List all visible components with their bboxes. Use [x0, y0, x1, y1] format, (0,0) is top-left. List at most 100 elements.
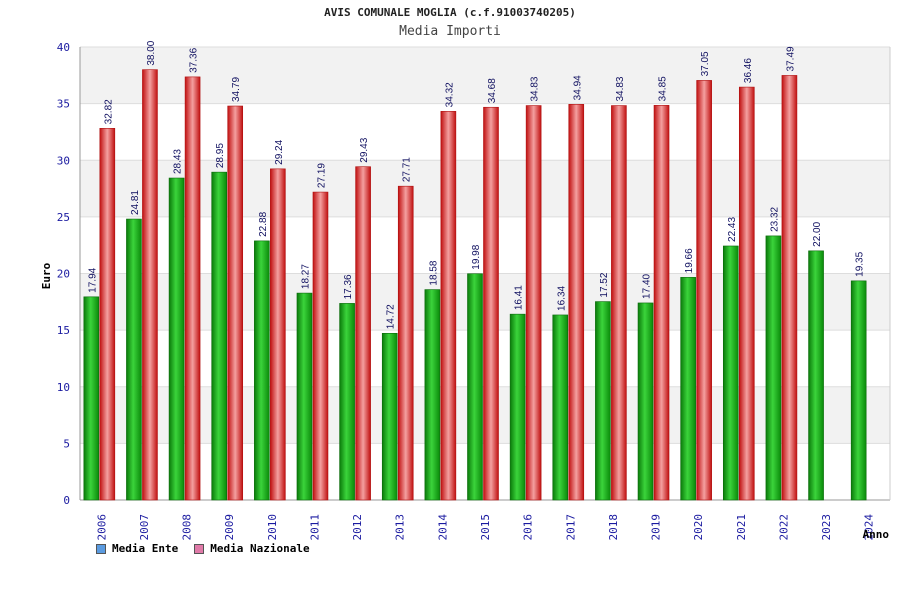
- bar-media-nazionale: [653, 105, 670, 501]
- y-tick-label: 10: [57, 381, 70, 394]
- bar-media-nazionale: [355, 166, 371, 501]
- bar-media-ente: [296, 292, 313, 501]
- data-label: 14.72: [386, 304, 397, 329]
- y-tick-label: 5: [63, 437, 70, 450]
- data-label: 29.43: [359, 137, 370, 162]
- data-label: 24.81: [130, 190, 141, 215]
- data-label: 16.41: [514, 285, 525, 310]
- y-tick-label: 25: [57, 211, 70, 224]
- data-label: 34.32: [444, 82, 455, 107]
- data-label: 28.43: [173, 149, 184, 174]
- x-tick-label: 2014: [436, 514, 449, 541]
- data-label: 32.82: [103, 99, 114, 124]
- bar-media-nazionale: [270, 168, 286, 501]
- data-label: 18.58: [428, 260, 439, 285]
- x-tick-label: 2012: [351, 514, 364, 541]
- x-tick-label: 2016: [522, 514, 535, 541]
- data-label: 38.00: [146, 40, 157, 65]
- y-tick-label: 30: [57, 154, 70, 167]
- bar-media-ente: [637, 302, 654, 501]
- legend-label-ente: Media Ente: [112, 542, 179, 555]
- x-tick-label: 2013: [394, 514, 407, 541]
- bar-media-ente: [808, 250, 824, 501]
- bar-media-nazionale: [312, 191, 329, 501]
- x-tick-label: 2024: [863, 514, 876, 541]
- data-label: 37.36: [189, 47, 200, 72]
- bar-media-ente: [126, 218, 142, 501]
- data-label: 18.27: [300, 264, 311, 289]
- chart-subtitle: Media Importi: [399, 24, 501, 39]
- x-tick-label: 2010: [266, 514, 279, 541]
- y-tick-label: 35: [57, 98, 70, 111]
- y-tick-label: 15: [57, 324, 70, 337]
- data-label: 23.32: [769, 206, 780, 231]
- x-tick-label: 2006: [95, 514, 108, 541]
- x-tick-label: 2020: [692, 514, 705, 541]
- bar-media-nazionale: [440, 111, 457, 501]
- chart-legend: Media Ente Media Nazionale: [96, 542, 310, 555]
- legend-label-nazionale: Media Nazionale: [210, 542, 310, 555]
- x-tick-label: 2007: [138, 514, 151, 541]
- data-label: 27.19: [316, 163, 327, 188]
- grid-band: [80, 47, 890, 104]
- data-label: 34.79: [231, 77, 242, 102]
- data-label: 22.88: [258, 211, 269, 236]
- data-label: 34.68: [487, 78, 498, 103]
- data-label: 34.85: [658, 76, 669, 101]
- data-label: 17.94: [87, 267, 98, 292]
- x-tick-label: 2017: [564, 514, 577, 541]
- data-label: 34.94: [572, 75, 583, 100]
- bar-media-ente: [509, 313, 526, 501]
- bar-media-nazionale: [525, 105, 542, 501]
- bar-media-nazionale: [142, 69, 158, 501]
- data-label: 16.34: [556, 285, 567, 310]
- x-axis-label: Anno: [863, 528, 890, 541]
- data-label: 19.98: [471, 244, 482, 269]
- bar-media-ente: [339, 303, 355, 501]
- bar-media-nazionale: [397, 185, 414, 501]
- legend-item-nazionale: Media Nazionale: [194, 542, 310, 555]
- x-tick-label: 2022: [777, 514, 790, 541]
- data-label: 37.49: [785, 46, 796, 71]
- bar-media-ente: [211, 171, 228, 501]
- bar-media-ente: [680, 277, 696, 501]
- data-label: 17.40: [642, 273, 653, 298]
- legend-item-ente: Media Ente: [96, 542, 178, 555]
- data-label: 17.52: [599, 272, 610, 297]
- y-tick-label: 0: [63, 494, 70, 507]
- bar-media-ente: [168, 177, 185, 501]
- x-tick-label: 2019: [650, 514, 663, 541]
- data-label: 28.95: [215, 143, 226, 168]
- x-tick-label: 2009: [223, 514, 236, 541]
- bar-media-ente: [765, 235, 782, 501]
- legend-swatch-ente: [96, 543, 106, 554]
- bar-media-ente: [722, 245, 739, 501]
- x-tick-label: 2015: [479, 514, 492, 541]
- x-tick-label: 2018: [607, 514, 620, 541]
- bar-media-ente: [850, 280, 867, 501]
- bar-media-nazionale: [696, 80, 712, 501]
- data-label: 19.66: [684, 248, 695, 273]
- data-label: 27.71: [402, 157, 413, 182]
- bar-media-ente: [424, 289, 441, 501]
- bar-media-nazionale: [483, 106, 499, 501]
- bar-media-nazionale: [738, 86, 755, 501]
- bar-media-ente: [83, 296, 100, 501]
- data-label: 19.35: [855, 251, 866, 276]
- data-label: 22.00: [812, 221, 823, 246]
- chart-title: AVIS COMUNALE MOGLIA (c.f.91003740205): [324, 6, 576, 19]
- data-label: 29.24: [274, 139, 285, 164]
- x-tick-label: 2023: [820, 514, 833, 541]
- data-label: 34.83: [530, 76, 541, 101]
- y-tick-label: 20: [57, 268, 70, 281]
- data-label: 17.36: [343, 274, 354, 299]
- y-axis-label: Euro: [40, 262, 53, 289]
- bar-media-nazionale: [568, 104, 585, 501]
- bar-media-nazionale: [611, 105, 627, 501]
- data-label: 22.43: [727, 217, 738, 242]
- bar-media-nazionale: [99, 128, 116, 501]
- bar-media-ente: [595, 301, 611, 501]
- y-tick-label: 40: [57, 41, 70, 54]
- data-label: 37.05: [700, 51, 711, 76]
- x-tick-label: 2011: [308, 514, 321, 541]
